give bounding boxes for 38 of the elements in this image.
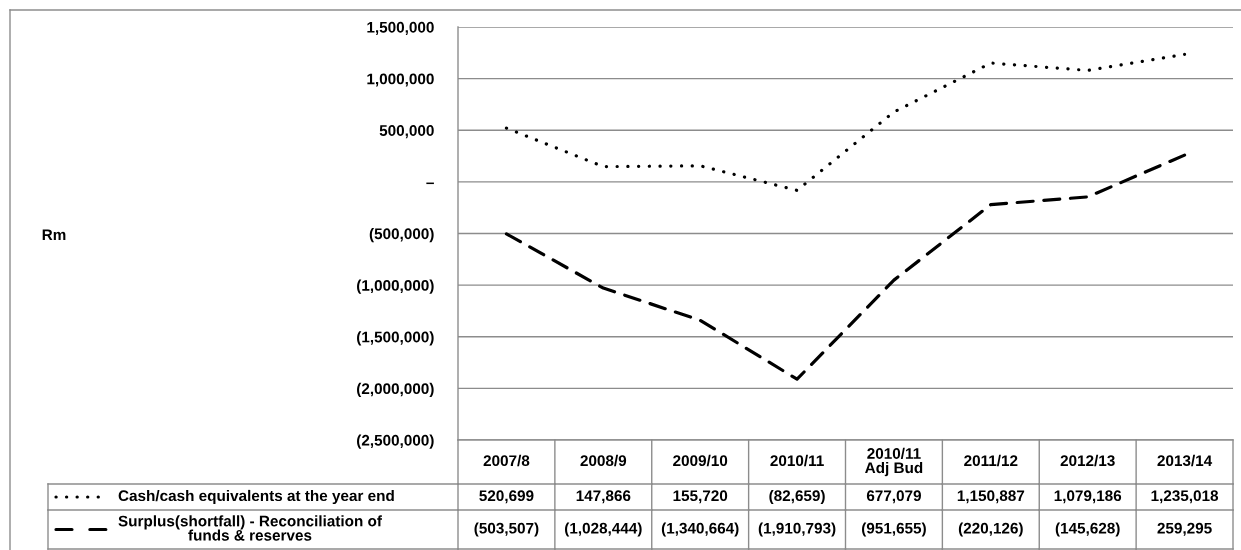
- text: Rm: [42, 229, 66, 240]
- y-tick-label: (500,000): [369, 227, 434, 243]
- y-tick-label: –: [426, 182, 434, 185]
- data-label: 1,150,887: [957, 490, 1025, 504]
- data-label: 155,720: [673, 490, 728, 504]
- y-tick-label: (1,500,000): [357, 331, 434, 346]
- line-series: [504, 153, 1187, 381]
- x-tick-label: 2009/10: [673, 454, 728, 467]
- x-tick-label: 2010/11: [770, 454, 824, 467]
- data-label: 259,295: [1157, 522, 1212, 536]
- data-label: (145,628): [1055, 522, 1120, 537]
- data-label: 147,866: [576, 490, 631, 504]
- y-tick-label: 1,000,000: [367, 73, 434, 87]
- data-label: (82,659): [769, 489, 825, 505]
- y-tick-label: (2,000,000): [357, 382, 434, 398]
- x-tick-label: 2010/11 Adj Bud: [865, 447, 923, 477]
- data-label: 677,079: [866, 490, 921, 504]
- x-tick-label: 2008/9: [580, 454, 627, 467]
- data-label: (951,655): [862, 522, 926, 537]
- y-tick-label: (2,500,000): [357, 434, 434, 449]
- data-label: (220,126): [958, 522, 1023, 537]
- x-tick-label: 2007/8: [483, 454, 530, 467]
- x-tick-label: 2013/14: [1157, 454, 1213, 467]
- y-tick-label: 1,500,000: [367, 21, 434, 35]
- line-series: [504, 52, 1187, 193]
- data-label: (1,340,664): [661, 522, 739, 537]
- data-label: (1,910,793): [758, 522, 836, 537]
- legend-label: Cash/cash equivalents at the year end: [118, 489, 394, 505]
- x-tick-label: 2011/12: [964, 454, 1018, 467]
- data-label: (1,028,444): [565, 522, 642, 537]
- data-label: 1,235,018: [1151, 490, 1219, 504]
- x-tick-label: 2012/13: [1060, 454, 1115, 467]
- data-label: 1,079,186: [1054, 490, 1122, 504]
- legend-label: Surplus(shortfall) - Reconciliation of funds & reserves: [118, 515, 382, 541]
- y-tick-label: (1,000,000): [357, 279, 434, 294]
- data-label: (503,507): [474, 522, 539, 537]
- y-tick-label: 500,000: [379, 125, 434, 139]
- data-label: 520,699: [479, 490, 534, 504]
